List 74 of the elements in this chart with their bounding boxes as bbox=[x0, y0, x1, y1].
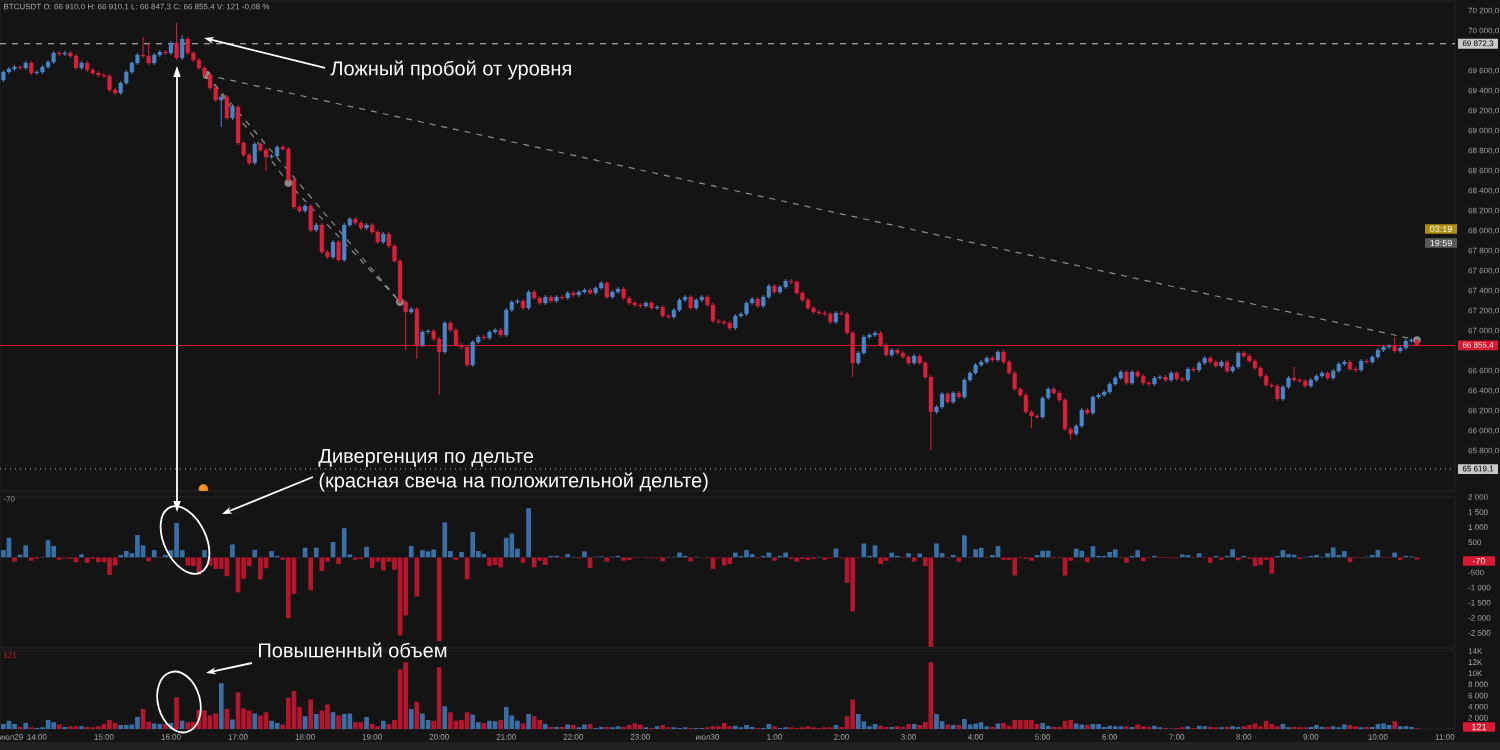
y-tick-label: -1 500 bbox=[1468, 599, 1491, 606]
y-tick-label: 66 000,0 bbox=[1468, 427, 1499, 435]
y-tick-label: -2 000 bbox=[1468, 614, 1491, 621]
y-tick-label: 67 200,0 bbox=[1468, 307, 1499, 315]
y-tick-label: 68 000,0 bbox=[1468, 227, 1499, 235]
y-tick-label: 67 800,0 bbox=[1468, 247, 1499, 255]
y-tick-label: 1 500 bbox=[1468, 509, 1488, 515]
annotation: 03:19 bbox=[1430, 225, 1452, 233]
x-tick-label: 14:00 bbox=[27, 734, 47, 740]
annotation: (красная свеча на положительной дельте) bbox=[319, 472, 708, 492]
y-tick-label: 67 400,0 bbox=[1468, 287, 1499, 295]
y-tick-label: 67 600,0 bbox=[1468, 267, 1499, 275]
y-tick-label: 6 000 bbox=[1468, 692, 1488, 699]
y-tick-label: 2 000 bbox=[1468, 715, 1488, 721]
y-tick-label: 68 800,0 bbox=[1468, 147, 1499, 155]
y-tick-label: -500 bbox=[1468, 569, 1484, 576]
ref-line-label: 69 872,3 bbox=[1462, 40, 1494, 48]
text: 121 bbox=[1472, 723, 1487, 731]
y-tick-label: 68 400,0 bbox=[1468, 187, 1499, 195]
y-tick-label: 68 200,0 bbox=[1468, 207, 1499, 215]
annotation: Повышенный объем bbox=[259, 642, 447, 658]
x-tick-label: 5:00 bbox=[1035, 734, 1051, 740]
y-tick-label: 8 000 bbox=[1468, 681, 1488, 688]
annotation: 19:59 bbox=[1430, 239, 1452, 247]
x-tick-label: 15:00 bbox=[94, 734, 114, 740]
x-tick-label: 10:00 bbox=[1368, 734, 1388, 740]
y-tick-label: 66 600,0 bbox=[1468, 367, 1499, 375]
x-tick-label: 11:00 bbox=[1435, 734, 1455, 740]
x-tick-label: 18:00 bbox=[295, 734, 315, 740]
x-tick-label: 20:00 bbox=[429, 734, 449, 740]
x-tick-label: 4:00 bbox=[968, 734, 984, 740]
x-tick-label: 9:00 bbox=[1303, 734, 1319, 740]
x-tick-label: 2:00 bbox=[834, 734, 849, 740]
y-tick-label: 10K bbox=[1468, 670, 1483, 677]
y-tick-label: 1 000 bbox=[1468, 524, 1488, 531]
x-tick-label: 16:00 bbox=[161, 734, 181, 740]
y-tick-label: 70 200,0 bbox=[1468, 7, 1499, 15]
y-tick-label: 4 000 bbox=[1468, 703, 1488, 710]
y-tick-label: 69 600,0 bbox=[1468, 67, 1499, 75]
y-tick-label: 69 400,0 bbox=[1468, 87, 1499, 95]
x-tick-label: 17:00 bbox=[228, 734, 248, 740]
annotation: Ложный пробой от уровня bbox=[330, 60, 571, 80]
x-tick-label: 6:00 bbox=[1102, 734, 1118, 740]
x-tick-label: 22:00 bbox=[563, 734, 583, 740]
x-tick-label: 23:00 bbox=[630, 734, 651, 740]
ref-line-label: 66 855,4 bbox=[1462, 342, 1494, 349]
y-tick-label: -2 500 bbox=[1468, 630, 1491, 636]
x-tick-label: 8:00 bbox=[1236, 734, 1252, 740]
x-tick-label: 1:00 bbox=[767, 734, 782, 740]
ref-line-label: 65 619,1 bbox=[1462, 465, 1494, 473]
annotation: 121 bbox=[4, 652, 17, 658]
chart-title: BTCUSDT O: 66 910,0 H: 66 910,1 L: 66 847,3 C: 66 855,4 V: 121 -0,08 % bbox=[4, 3, 270, 11]
y-tick-label: 66 400,0 bbox=[1468, 387, 1499, 395]
annotation: -70 bbox=[3, 496, 15, 502]
x-tick-label: 3:00 bbox=[901, 734, 917, 740]
annotation: Дивергенция по дельте bbox=[318, 449, 534, 467]
x-tick-label: 21:00 bbox=[496, 734, 516, 740]
y-tick-label: 68 600,0 bbox=[1468, 167, 1499, 175]
text: -70 bbox=[1472, 557, 1486, 565]
y-tick-label: 65 800,0 bbox=[1468, 447, 1499, 455]
y-tick-label: -1 000 bbox=[1468, 584, 1491, 591]
y-tick-label: 12K bbox=[1468, 659, 1483, 665]
y-tick-label: 66 200,0 bbox=[1468, 407, 1499, 415]
x-tick-label: июл29 bbox=[0, 734, 23, 740]
y-tick-label: 70 000,0 bbox=[1468, 27, 1499, 35]
y-tick-label: 67 000,0 bbox=[1468, 327, 1499, 335]
x-tick-label: 7:00 bbox=[1169, 734, 1185, 740]
x-tick-label: июл30 bbox=[696, 734, 720, 740]
y-tick-label: 69 200,0 bbox=[1468, 107, 1499, 115]
y-tick-label: 500 bbox=[1468, 539, 1482, 546]
y-tick-label: 14K bbox=[1468, 648, 1483, 654]
x-tick-label: 19:00 bbox=[362, 734, 382, 740]
y-tick-label: 2 000 bbox=[1468, 494, 1488, 500]
y-tick-label: 69 000,0 bbox=[1468, 127, 1499, 135]
